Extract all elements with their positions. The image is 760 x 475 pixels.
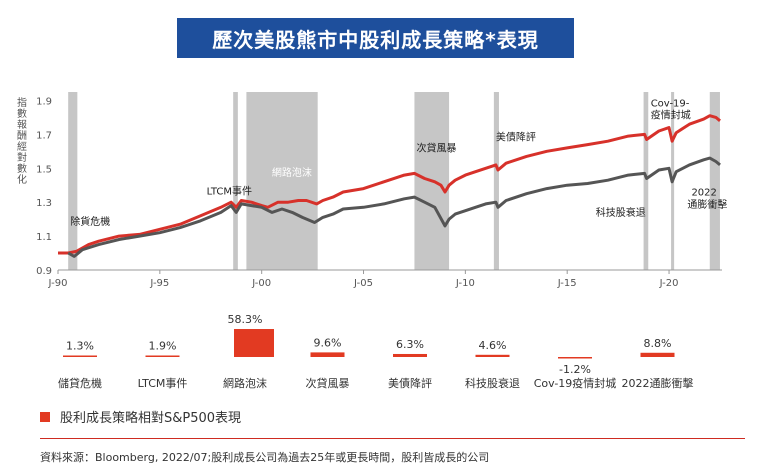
- bar-value-label: 1.9%: [149, 340, 177, 353]
- annotation: 美債降評: [496, 130, 536, 143]
- annotation: 網路泡沫: [272, 166, 312, 179]
- shaded-period: [709, 92, 720, 270]
- annotation: 疫情封城: [651, 108, 691, 121]
- bar-category-label: 2022通膨衝擊: [622, 376, 694, 390]
- y-tick-label: 0.9: [36, 266, 52, 277]
- bar: [145, 355, 180, 357]
- footer-divider: [40, 438, 745, 439]
- y-tick-label: 1.7: [36, 130, 52, 141]
- shaded-period: [643, 92, 649, 270]
- legend-swatch: [40, 411, 50, 422]
- bar-value-label: -1.2%: [559, 363, 591, 376]
- bar: [475, 354, 510, 357]
- bar-category-label: 網路泡沫: [223, 376, 267, 390]
- source-note: 資料來源：Bloomberg, 2022/07;股利成長公司為過去25年或更長時…: [40, 451, 490, 464]
- bar: [310, 352, 345, 357]
- annotation: 科技股衰退: [596, 206, 646, 219]
- annotation: Cov-19-: [651, 98, 690, 109]
- shaded-period: [493, 92, 499, 270]
- x-tick-label: J-95: [149, 278, 169, 289]
- bar: [640, 352, 675, 357]
- y-tick-label: 1.3: [36, 198, 52, 209]
- annotation: LTCM事件: [207, 185, 252, 198]
- annotation: 除貨危機: [70, 215, 110, 228]
- bar-value-label: 1.3%: [66, 340, 94, 353]
- bar-value-label: 9.6%: [314, 336, 342, 349]
- y-tick-label: 1.9: [36, 96, 52, 107]
- x-tick-label: J-15: [557, 278, 577, 289]
- bar-category-label: Cov-19疫情封城: [534, 376, 617, 390]
- bar-value-label: 6.3%: [396, 338, 424, 351]
- bar-value-label: 8.8%: [644, 337, 672, 350]
- annotation: 次貸風暴: [416, 141, 456, 154]
- legend: 股利成長策略相對S&P500表現: [40, 407, 241, 426]
- series-line-gray: [67, 156, 721, 258]
- legend-label: 股利成長策略相對S&P500表現: [60, 411, 242, 426]
- bar: [558, 357, 592, 359]
- annotation: 通膨衝擊: [687, 198, 727, 211]
- bar-category-label: LTCM事件: [138, 377, 188, 390]
- shaded-period: [233, 92, 238, 270]
- bar-value-label: 4.6%: [479, 339, 507, 352]
- bar: [393, 353, 427, 357]
- shaded-period: [246, 92, 318, 270]
- series-line-red: [58, 114, 721, 255]
- chart-title-banner: 歷次美股熊市中股利成長策略*表現: [177, 18, 574, 58]
- annotation: 2022: [691, 187, 716, 198]
- x-tick-label: J-10: [455, 278, 475, 289]
- bar-category-label: 科技股衰退: [465, 376, 520, 390]
- bar: [63, 355, 97, 357]
- x-tick-label: J-05: [353, 278, 373, 289]
- x-tick-label: J-90: [48, 278, 68, 289]
- y-axis-label: 指數報酬經對數化: [17, 96, 27, 186]
- bar-category-label: 次貸風暴: [306, 376, 350, 390]
- bar-category-label: 儲貸危機: [58, 376, 102, 390]
- bar-chart: 1.3% 儲貸危機 1.9% LTCM事件 58.3% 網路泡沫 9.6% 次貸風暴 6.3% 美…: [58, 313, 694, 390]
- chart-title: 歷次美股熊市中股利成長策略*表現: [212, 27, 539, 52]
- bar: [234, 329, 274, 357]
- y-tick-label: 1.5: [36, 164, 52, 175]
- bar-category-label: 美債降評: [388, 376, 432, 390]
- bar-value-label: 58.3%: [228, 313, 263, 326]
- shaded-period: [68, 92, 78, 270]
- line-chart: 0.9 1.1 1.3 1.5 1.7 1.9 J-90 J-95 J-00 J-05 J-10 J-…: [17, 92, 727, 289]
- y-tick-label: 1.1: [36, 232, 52, 243]
- x-tick-label: J-20: [659, 278, 679, 289]
- x-tick-label: J-00: [251, 278, 271, 289]
